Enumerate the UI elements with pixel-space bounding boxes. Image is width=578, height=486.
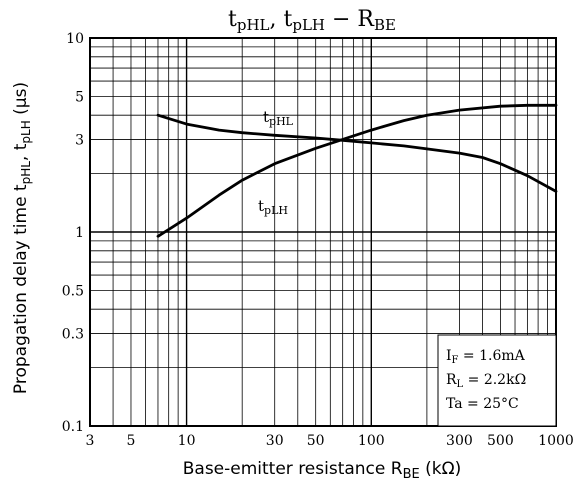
x-tick-label: 300 <box>446 433 473 449</box>
x-tick-label: 1000 <box>538 433 574 449</box>
tick-labels: 3 5 10 30 50 100 300 500 1000 0.1 0.3 0.5 1 3 5 10 <box>62 31 574 449</box>
y-tick-label: 10 <box>66 31 84 47</box>
condition-if: IF = 1.6mA <box>446 348 526 366</box>
x-tick-label: 50 <box>307 433 325 449</box>
series-label-tphl: tpHL <box>263 108 294 128</box>
chart-title: tpHL, tpLH − RBE <box>228 7 396 34</box>
x-tick-label: 100 <box>358 433 385 449</box>
y-tick-label: 3 <box>75 132 84 148</box>
condition-rl: RL = 2.2kΩ <box>446 372 526 390</box>
plot-frame <box>89 37 557 427</box>
x-tick-label: 5 <box>127 433 136 449</box>
series-line-tpHL <box>156 113 558 193</box>
x-tick-label: 500 <box>487 433 514 449</box>
x-tick-label: 3 <box>86 433 95 449</box>
y-tick-label: 0.5 <box>62 283 84 299</box>
x-tick-label: 10 <box>178 433 196 449</box>
y-tick-label: 5 <box>75 89 84 105</box>
series-layer <box>156 103 558 238</box>
condition-ta: Ta = 25°C <box>446 396 519 412</box>
y-tick-label: 1 <box>75 225 84 241</box>
x-axis-label: Base-emitter resistance RBE (kΩ) <box>183 459 462 482</box>
series-line-tpLH <box>156 103 558 238</box>
x-tick-label: 30 <box>266 433 284 449</box>
y-tick-label: 0.3 <box>62 326 84 342</box>
series-label-tplh: tpLH <box>258 197 288 217</box>
y-axis-label: Propagation delay time tpHL, tpLH (μs) <box>11 82 33 394</box>
conditions-box: IF = 1.6mA RL = 2.2kΩ Ta = 25°C <box>437 334 557 427</box>
y-tick-label: 0.1 <box>62 419 84 435</box>
